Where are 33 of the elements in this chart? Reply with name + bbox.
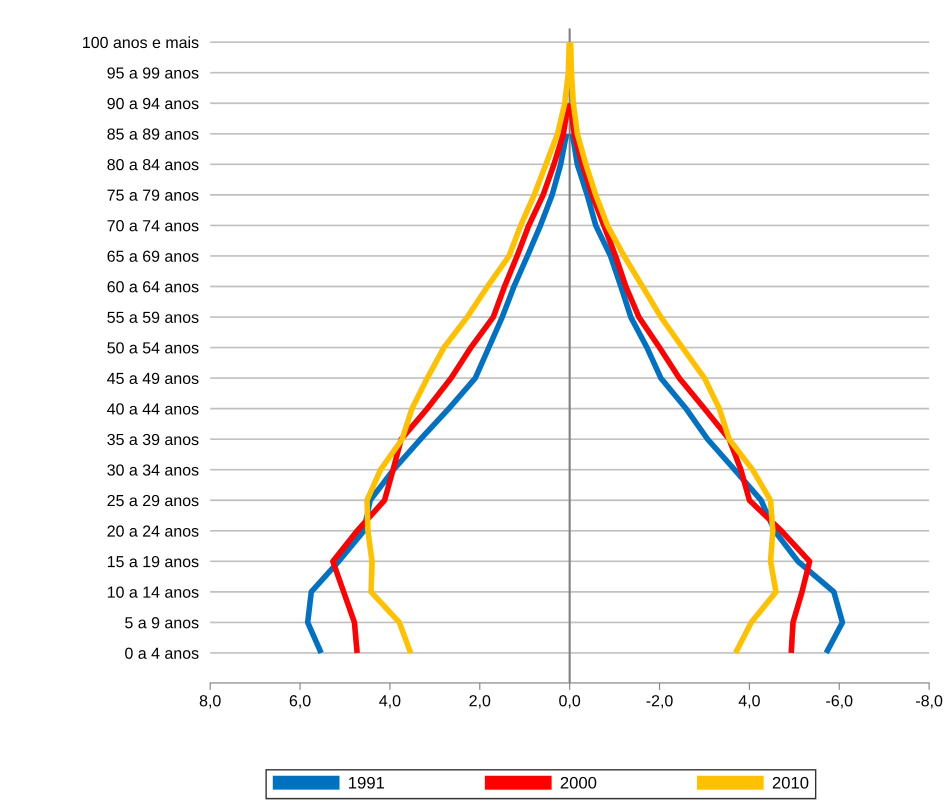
y-tick-label: 50 a 54 anos <box>107 342 198 354</box>
x-tick-label: -2,0 <box>646 695 673 708</box>
y-tick-label: 75 a 79 anos <box>108 189 198 201</box>
y-tick-label: 5 a 9 anos <box>125 617 198 628</box>
y-tick-label: 95 a 99 anos <box>107 67 198 79</box>
y-tick-label: 55 a 59 anos <box>107 312 198 323</box>
x-tick-label: 6,0 <box>290 695 311 708</box>
y-tick-label: 20 a 24 anos <box>108 525 198 537</box>
x-tick-label: 2,0 <box>469 695 490 708</box>
legend-label: 2010 <box>772 776 808 789</box>
y-tick-label: 70 a 74 anos <box>108 220 198 232</box>
y-tick-label: 35 a 39 anos <box>107 434 198 446</box>
y-tick-label: 60 a 64 anos <box>108 281 198 292</box>
y-tick-label: 100 anos e mais <box>83 36 198 48</box>
y-tick-label: 85 a 89 anos <box>107 128 198 140</box>
x-tick-label: 0,0 <box>559 695 580 708</box>
y-tick-label: 15 a 19 anos <box>108 556 198 568</box>
x-tick-label: 4,0 <box>379 695 400 708</box>
x-tick-label: 8,0 <box>200 695 221 708</box>
y-tick-label: 90 a 94 anos <box>107 98 198 110</box>
y-tick-label: 30 a 34 anos <box>107 464 198 476</box>
legend-label: 2000 <box>560 776 596 789</box>
legend-label: 1991 <box>349 776 384 789</box>
x-tick-label: -6,0 <box>826 695 852 708</box>
y-tick-label: 10 a 14 anos <box>108 586 198 598</box>
y-tick-label: 45 a 49 anos <box>107 372 198 384</box>
y-tick-label: 65 a 69 anos <box>108 250 198 262</box>
x-tick-label: 4,0 <box>738 695 760 708</box>
y-tick-label: 80 a 84 anos <box>107 158 198 170</box>
y-tick-label: 25 a 29 anos <box>108 494 198 506</box>
x-tick-label: -8,0 <box>916 695 942 708</box>
y-tick-label: 0 a 4 anos <box>125 648 198 659</box>
y-tick-label: 40 a 44 anos <box>107 403 198 415</box>
